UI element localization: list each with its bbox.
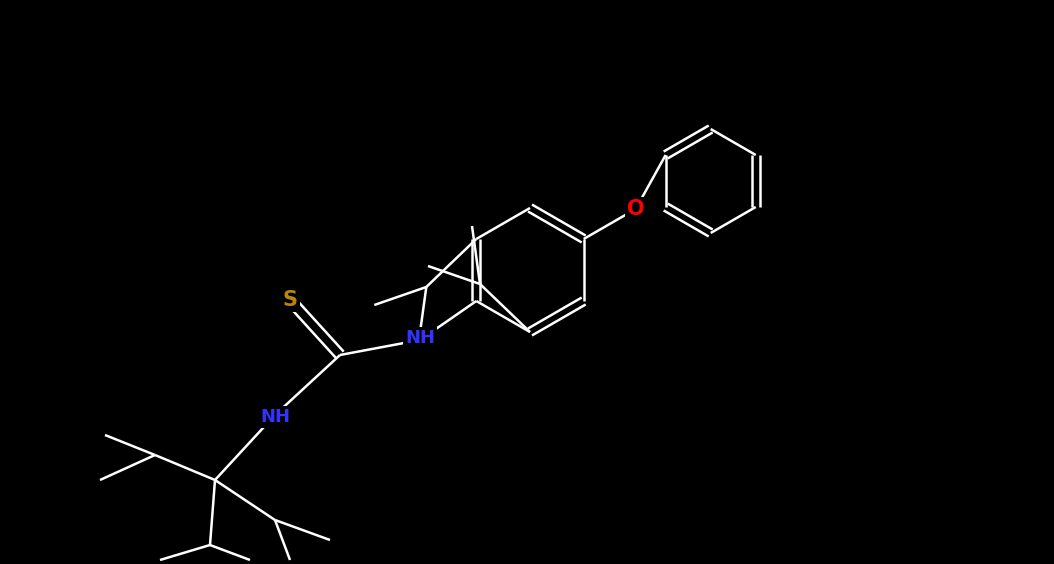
Text: NH: NH: [405, 329, 435, 347]
Text: O: O: [627, 199, 644, 219]
Text: S: S: [282, 290, 297, 310]
Text: NH: NH: [260, 408, 290, 426]
